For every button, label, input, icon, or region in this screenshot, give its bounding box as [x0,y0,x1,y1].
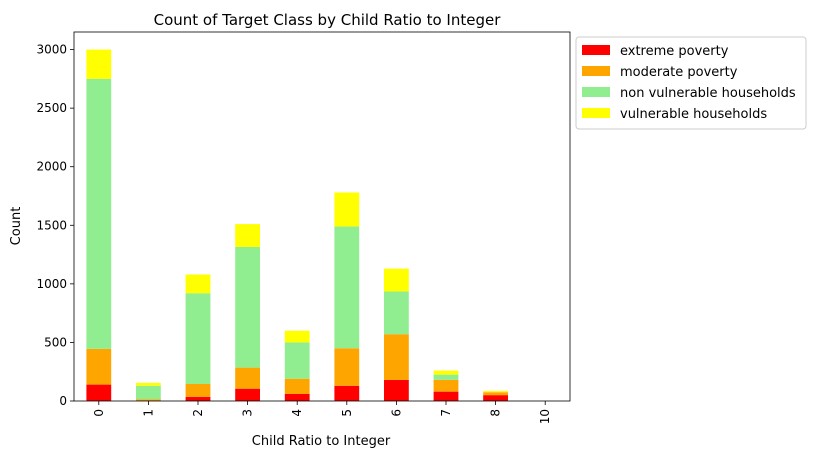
bar-7-series-1 [433,379,459,392]
bar-7-series-0 [433,391,459,401]
legend-swatch [582,45,610,55]
bar-0-series-3 [86,49,112,79]
y-tick-label: 0 [59,394,67,408]
bar-3-series-1 [235,367,260,389]
bar-2-series-3 [185,274,211,294]
bar-6-series-3 [384,268,409,292]
x-tick-label: 6 [389,409,403,417]
bar-6-series-1 [384,334,409,380]
legend-label: vulnerable households [620,107,767,122]
y-tick-label: 1000 [36,277,67,291]
y-tick-label: 500 [44,335,67,349]
bar-7-series-3 [433,370,459,375]
bar-7-series-2 [433,374,459,380]
bar-1-series-2 [136,385,161,400]
bar-3-series-0 [235,388,260,401]
bar-5-series-3 [334,192,360,227]
axes-group: 0 500 1000 1500 2000 2500 3000 0 1 2 3 4 5 6 7 8 10 [36,31,571,424]
bar-4-series-1 [284,378,310,394]
legend: extreme poverty moderate poverty non vulne… [575,36,807,130]
legend-label: moderate poverty [620,65,738,80]
bar-8-series-1 [483,392,508,396]
y-tick-label: 2500 [36,101,67,115]
legend-label: extreme poverty [620,44,729,59]
x-tick-label: 0 [92,409,106,417]
bar-4-series-2 [284,342,310,379]
bar-1-series-3 [136,382,161,386]
y-tick-label: 3000 [36,43,67,57]
bar-2-series-1 [185,384,211,397]
y-tick-label: 2000 [36,160,67,174]
x-tick-label: 5 [340,409,354,417]
legend-swatch [582,108,610,118]
plot-frame [73,31,571,402]
bar-0-series-0 [86,384,112,401]
bar-2-series-2 [185,293,211,385]
x-tick-label: 7 [439,409,453,417]
bar-3-series-3 [235,224,260,247]
legend-label: non vulnerable households [620,86,796,101]
x-tick-label: 3 [241,409,255,417]
bar-5-series-1 [334,348,360,386]
bar-0-series-2 [86,78,112,349]
x-tick-label: 2 [191,409,205,417]
chart-title: Count of Target Class by Child Ratio to … [154,11,502,29]
y-axis-label: Count [9,207,24,246]
bar-8-series-0 [483,395,508,401]
bar-6-series-2 [384,291,409,335]
bar-5-series-2 [334,226,360,349]
legend-frame [575,36,807,130]
legend-swatch [582,66,610,76]
bar-4-series-3 [284,330,310,343]
x-axis-label: Child Ratio to Integer [252,434,391,449]
bars-group [86,49,508,401]
bar-4-series-0 [284,393,310,401]
x-tick-label: 1 [141,409,155,417]
legend-swatch [582,87,610,97]
x-tick-label: 8 [489,409,503,417]
bar-0-series-1 [86,348,112,385]
bar-8-series-3 [483,391,508,393]
bar-2-series-0 [185,396,211,401]
bar-1-series-1 [136,399,161,401]
bar-3-series-2 [235,246,260,368]
bar-5-series-0 [334,385,360,401]
x-tick-label: 4 [290,409,304,417]
y-tick-label: 1500 [36,218,67,232]
bar-6-series-0 [384,379,409,401]
x-tick-label: 10 [538,409,552,424]
